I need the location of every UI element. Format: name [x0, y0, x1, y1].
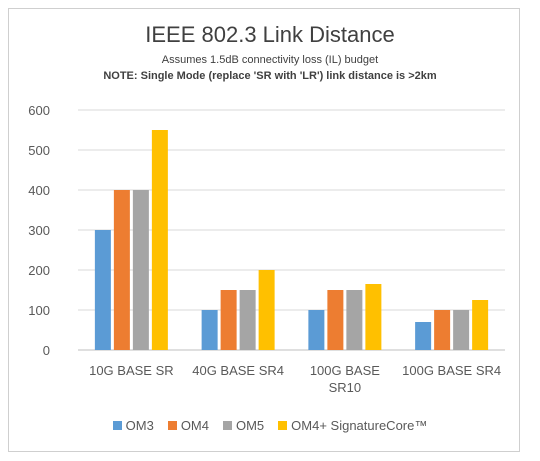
bar-om4-1 — [220, 290, 237, 350]
legend-label: OM4 — [180, 418, 209, 433]
y-tick-label: 400 — [28, 183, 50, 198]
bar-om4-2 — [327, 290, 344, 350]
bar-om3-3 — [415, 322, 432, 350]
y-tick-label: 200 — [28, 263, 50, 278]
y-tick-label: 600 — [28, 103, 50, 118]
bar-om5-2 — [346, 290, 363, 350]
y-axis-ticks: 0 100 200 300 400 500 600 — [28, 103, 50, 358]
bar-om4-2 — [365, 284, 382, 350]
legend-item: OM5 — [222, 418, 265, 433]
legend-swatch — [112, 421, 122, 430]
x-category-label: 100G BASE — [310, 363, 380, 378]
bar-om3-1 — [201, 310, 218, 350]
chart-title: IEEE 802.3 Link Distance — [145, 22, 395, 47]
y-tick-label: 100 — [28, 303, 50, 318]
chart-note: NOTE: Single Mode (replace 'SR with 'LR'… — [103, 70, 437, 82]
bar-om5-0 — [132, 190, 149, 350]
legend-item: OM4+ SignatureCore™ — [278, 418, 427, 433]
bar-om4-3 — [434, 310, 451, 350]
legend-swatch — [222, 421, 232, 430]
gridlines — [78, 109, 505, 351]
bar-om5-3 — [453, 310, 470, 350]
bar-om5-1 — [239, 290, 256, 350]
legend-swatch — [278, 421, 288, 430]
x-category-label: 100G BASE SR4 — [402, 363, 501, 378]
legend-label: OM4+ SignatureCore™ — [291, 418, 428, 433]
legend: OM3 OM4 OM5 OM4+ SignatureCore™ — [0, 418, 540, 433]
x-category-label: SR10 — [329, 380, 362, 395]
x-axis-categories: 10G BASE SR 40G BASE SR4 100G BASE SR10 100G… — [89, 363, 501, 395]
y-tick-label: 500 — [28, 143, 50, 158]
chart-subtitle: Assumes 1.5dB connectivity loss (IL) bud… — [161, 54, 379, 66]
legend-item: OM3 — [112, 418, 154, 433]
x-category-label: 40G BASE SR4 — [192, 363, 284, 378]
bar-om3-0 — [94, 230, 111, 350]
legend-swatch — [167, 421, 177, 430]
bar-om3-2 — [308, 310, 325, 350]
legend-label: OM5 — [235, 418, 265, 433]
bar-om4-0 — [151, 130, 168, 350]
bar-om4-3 — [472, 300, 489, 350]
legend-label: OM3 — [125, 418, 154, 433]
bars — [94, 130, 489, 350]
legend-item: OM4 — [167, 418, 209, 433]
y-tick-label: 300 — [28, 223, 50, 238]
y-tick-label: 0 — [43, 343, 50, 358]
bar-om4-1 — [258, 270, 275, 350]
x-category-label: 10G BASE SR — [89, 363, 174, 378]
bar-om4-0 — [113, 190, 130, 350]
